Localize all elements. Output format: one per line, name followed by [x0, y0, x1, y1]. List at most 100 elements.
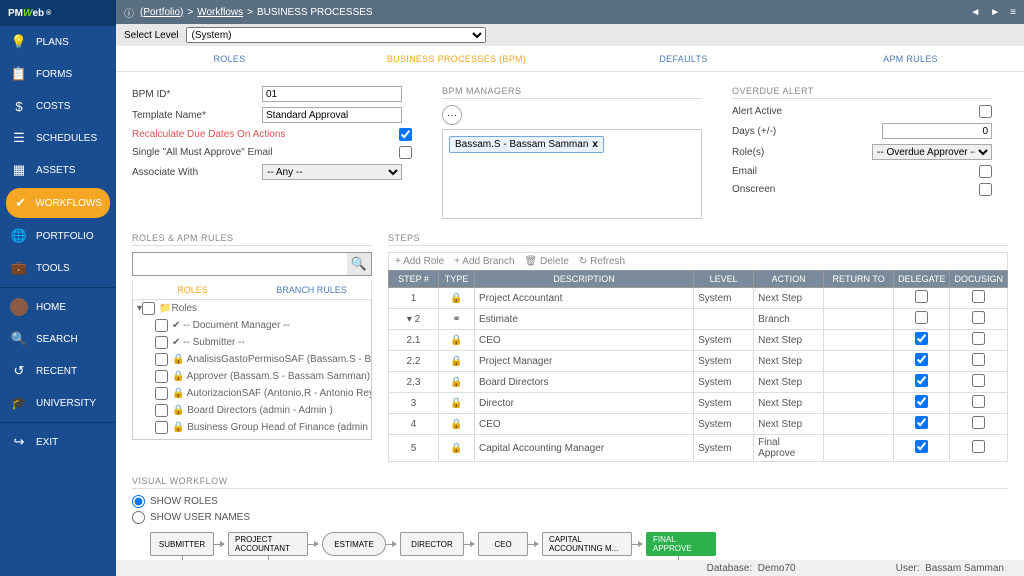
roles-search-input[interactable]	[133, 253, 347, 275]
days-label: Days (+/-)	[732, 126, 812, 137]
recalc-check[interactable]	[399, 128, 412, 141]
tabs: ROLES BUSINESS PROCESSES (BPM) DEFAULTS …	[116, 46, 1024, 72]
nav-home[interactable]: HOME	[0, 291, 116, 323]
alert-active-label: Alert Active	[732, 106, 812, 117]
manager-chip: Bassam.S - Bassam Sammanx	[449, 136, 604, 153]
step-row[interactable]: 2.2🔒Project ManagerSystemNext Step	[389, 351, 1008, 372]
single-check[interactable]	[399, 146, 412, 159]
single-label: Single "All Must Approve" Email	[132, 147, 399, 158]
tab-roles[interactable]: ROLES	[116, 46, 343, 71]
step-row[interactable]: 1🔒Project AccountantSystemNext Step	[389, 288, 1008, 309]
tpl-input[interactable]	[262, 107, 402, 123]
step-row[interactable]: ▾ 2⚭EstimateBranch	[389, 309, 1008, 330]
step-row[interactable]: 5🔒Capital Accounting ManagerSystemFinal …	[389, 435, 1008, 462]
menu-icon[interactable]: ≡	[1010, 7, 1016, 18]
steps-table: STEP #TYPEDESCRIPTIONLEVELACTIONRETURN T…	[388, 270, 1008, 462]
forward-icon[interactable]: ►	[990, 7, 1000, 18]
step-row[interactable]: 2.3🔒Board DirectorsSystemNext Step	[389, 372, 1008, 393]
tab-bpm[interactable]: BUSINESS PROCESSES (BPM)	[343, 46, 570, 71]
topbar: ⓘ (Portfolio) > Workflows > BUSINESS PRO…	[116, 0, 1024, 24]
nav-plans[interactable]: 💡PLANS	[0, 26, 116, 58]
flow-director[interactable]: DIRECTOR	[400, 532, 464, 556]
subtab-roles[interactable]: ROLES	[133, 280, 252, 299]
nav-search[interactable]: 🔍SEARCH	[0, 323, 116, 355]
refresh-button[interactable]: ↻ Refresh	[579, 256, 625, 267]
main: ⓘ (Portfolio) > Workflows > BUSINESS PRO…	[116, 0, 1024, 576]
tree-item[interactable]: 🔒 AutorizacionSAF (Antonio.R - Antonio R…	[133, 385, 371, 402]
back-icon[interactable]: ◄	[970, 7, 980, 18]
step-row[interactable]: 3🔒DirectorSystemNext Step	[389, 393, 1008, 414]
select-level-label: Select Level	[124, 30, 178, 41]
overdue-title: OVERDUE ALERT	[732, 86, 992, 99]
email-check[interactable]	[979, 165, 992, 178]
alert-active-check[interactable]	[979, 105, 992, 118]
step-row[interactable]: 2.1🔒CEOSystemNext Step	[389, 330, 1008, 351]
email-label: Email	[732, 166, 812, 177]
flow-estimate[interactable]: ESTIMATE	[322, 532, 386, 556]
managers-add-button[interactable]: ···	[442, 105, 462, 125]
add-branch-button[interactable]: + Add Branch	[454, 256, 514, 267]
logo: PMWeb®	[0, 0, 116, 26]
assoc-label: Associate With	[132, 167, 262, 178]
roles-panel-title: ROLES & APM RULES	[132, 233, 372, 246]
roles-label: Role(s)	[732, 147, 812, 158]
nav-schedules[interactable]: ☰SCHEDULES	[0, 122, 116, 154]
managers-title: BPM MANAGERS	[442, 86, 702, 99]
flow-pa[interactable]: PROJECT ACCOUNTANT	[228, 532, 308, 556]
bpm-id-input[interactable]	[262, 86, 402, 102]
tab-defaults[interactable]: DEFAULTS	[570, 46, 797, 71]
tab-apm[interactable]: APM RULES	[797, 46, 1024, 71]
steps-title: STEPS	[388, 233, 1008, 246]
show-users-label: SHOW USER NAMES	[150, 512, 250, 523]
days-input[interactable]	[882, 123, 992, 139]
recalc-label: Recalculate Due Dates On Actions	[132, 129, 399, 140]
delete-button[interactable]: 🗑 Delete	[525, 256, 569, 267]
nav-recent[interactable]: ↺RECENT	[0, 355, 116, 387]
tree-item[interactable]: 🔒 Board Directors (admin - Admin )	[133, 402, 371, 419]
search-icon[interactable]: 🔍	[347, 253, 371, 275]
managers-box: Bassam.S - Bassam Sammanx	[442, 129, 702, 219]
onscreen-check[interactable]	[979, 183, 992, 196]
nav-workflows[interactable]: ✔WORKFLOWS	[6, 188, 110, 218]
flow-ceo[interactable]: CEO	[478, 532, 528, 556]
step-row[interactable]: 4🔒CEOSystemNext Step	[389, 414, 1008, 435]
breadcrumb-portfolio[interactable]: (Portfolio)	[140, 7, 183, 18]
nav-tools[interactable]: 💼TOOLS	[0, 252, 116, 284]
steps-toolbar: + Add Role + Add Branch 🗑 Delete ↻ Refre…	[388, 252, 1008, 270]
add-role-button[interactable]: + Add Role	[395, 256, 444, 267]
flow-final-approve[interactable]: FINAL APPROVE	[646, 532, 716, 556]
breadcrumb-page: BUSINESS PROCESSES	[257, 7, 373, 18]
show-users-radio[interactable]	[132, 511, 145, 524]
show-roles-radio[interactable]	[132, 495, 145, 508]
flow-submitter[interactable]: SUBMITTER	[150, 532, 214, 556]
bpm-id-label: BPM ID*	[132, 89, 262, 100]
onscreen-label: Onscreen	[732, 184, 812, 195]
nav-university[interactable]: 🎓UNIVERSITY	[0, 387, 116, 419]
subtab-branch[interactable]: BRANCH RULES	[252, 280, 371, 299]
tree-item[interactable]: 🔒 Approver (Bassam.S - Bassam Samman)	[133, 368, 371, 385]
visual-title: VISUAL WORKFLOW	[132, 476, 1008, 489]
show-roles-label: SHOW ROLES	[150, 496, 218, 507]
tree-item[interactable]: ✔ -- Submitter --	[133, 334, 371, 351]
tree-item[interactable]: 🔒 Business Group Head of Finance (admin …	[133, 419, 371, 436]
assoc-select[interactable]: -- Any --	[262, 164, 402, 180]
flow-cap[interactable]: CAPITAL ACCOUNTING M...	[542, 532, 632, 556]
chip-remove-icon[interactable]: x	[592, 139, 598, 150]
tree-item[interactable]: 🔒 AnalisisGastoPermisoSAF (Bassam.S - Ba…	[133, 351, 371, 368]
footer: Database: Demo70 User: Bassam Samman	[116, 560, 1024, 576]
nav-assets[interactable]: ▦ASSETS	[0, 154, 116, 186]
roles-select[interactable]: -- Overdue Approver --	[872, 144, 992, 160]
tree-item[interactable]: ✔ -- Document Manager --	[133, 317, 371, 334]
level-bar: Select Level (System)	[116, 24, 1024, 46]
nav-portfolio[interactable]: 🌐PORTFOLIO	[0, 220, 116, 252]
nav-exit[interactable]: ↪EXIT	[0, 426, 116, 458]
roles-tree: ▾ 📁 Roles ✔ -- Document Manager -- ✔ -- …	[132, 300, 372, 440]
select-level[interactable]: (System)	[186, 27, 486, 43]
info-icon[interactable]: ⓘ	[124, 5, 134, 20]
nav-forms[interactable]: 📋FORMS	[0, 58, 116, 90]
nav-costs[interactable]: $COSTS	[0, 90, 116, 122]
tpl-label: Template Name*	[132, 110, 262, 121]
tree-root[interactable]: ▾ 📁 Roles	[133, 300, 371, 317]
sidebar: PMWeb® 💡PLANS📋FORMS$COSTS☰SCHEDULES▦ASSE…	[0, 0, 116, 576]
breadcrumb-workflows[interactable]: Workflows	[197, 7, 243, 18]
